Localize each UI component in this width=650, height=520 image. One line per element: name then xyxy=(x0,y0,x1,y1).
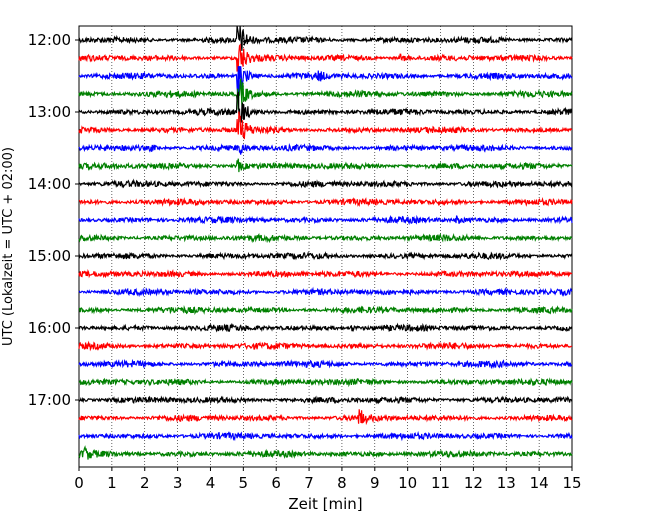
seismic-trace xyxy=(78,142,573,155)
x-tick-label: 14 xyxy=(530,474,549,492)
seismic-trace xyxy=(78,269,573,279)
seismic-trace xyxy=(78,158,573,173)
seismic-trace xyxy=(78,305,573,316)
x-axis-label: Zeit [min] xyxy=(288,495,362,513)
seismic-trace xyxy=(78,232,573,244)
seismic-trace xyxy=(78,430,573,442)
x-tick-label: 0 xyxy=(74,474,84,492)
seismic-trace xyxy=(78,377,573,388)
seismic-trace xyxy=(78,111,573,140)
x-tick-label: 11 xyxy=(431,474,450,492)
x-tick-label: 1 xyxy=(107,474,117,492)
x-tick-label: 9 xyxy=(370,474,380,492)
y-tick-label: 14:00 xyxy=(28,175,71,193)
seismic-trace xyxy=(78,66,573,95)
seismic-trace xyxy=(78,322,573,333)
y-axis-label: UTC (Lokalzeit = UTC + 02:00) xyxy=(1,147,16,346)
x-axis-ticks: 0 1 2 3 4 5 6 7 8 9 10 11 12 13 14 15 xyxy=(74,467,582,492)
y-tick-label: 13:00 xyxy=(28,103,71,121)
seismic-trace xyxy=(78,196,573,208)
plot-frame xyxy=(78,25,573,468)
x-tick-label: 5 xyxy=(239,474,249,492)
x-tick-label: 2 xyxy=(140,474,150,492)
seismic-trace xyxy=(78,409,573,426)
x-tick-label: 7 xyxy=(304,474,314,492)
seismic-trace xyxy=(78,358,573,370)
x-tick-label: 10 xyxy=(398,474,417,492)
seismic-trace xyxy=(78,25,573,51)
x-tick-label: 3 xyxy=(173,474,183,492)
seismic-trace xyxy=(78,340,573,352)
x-tick-label: 15 xyxy=(562,474,581,492)
x-tick-label: 13 xyxy=(497,474,516,492)
y-tick-label: 12:00 xyxy=(28,31,71,49)
y-tick-label: 17:00 xyxy=(28,391,71,409)
x-tick-label: 8 xyxy=(337,474,347,492)
y-tick-label: 16:00 xyxy=(28,319,71,337)
seismic-trace xyxy=(78,43,573,72)
traces xyxy=(78,25,573,460)
x-tick-label: 12 xyxy=(464,474,483,492)
y-tick-label: 15:00 xyxy=(28,247,71,265)
seismic-trace xyxy=(78,445,573,460)
seismic-trace xyxy=(78,78,573,110)
seismic-trace xyxy=(78,91,573,123)
seismic-trace xyxy=(78,395,573,405)
seismic-trace xyxy=(78,286,573,298)
x-tick-label: 6 xyxy=(271,474,281,492)
x-tick-label: 4 xyxy=(206,474,216,492)
y-axis-ticks: 12:00 13:00 14:00 15:00 16:00 17:00 xyxy=(28,31,79,409)
seismic-trace xyxy=(78,178,573,189)
seismic-trace xyxy=(78,214,573,225)
seismic-trace xyxy=(78,251,573,261)
